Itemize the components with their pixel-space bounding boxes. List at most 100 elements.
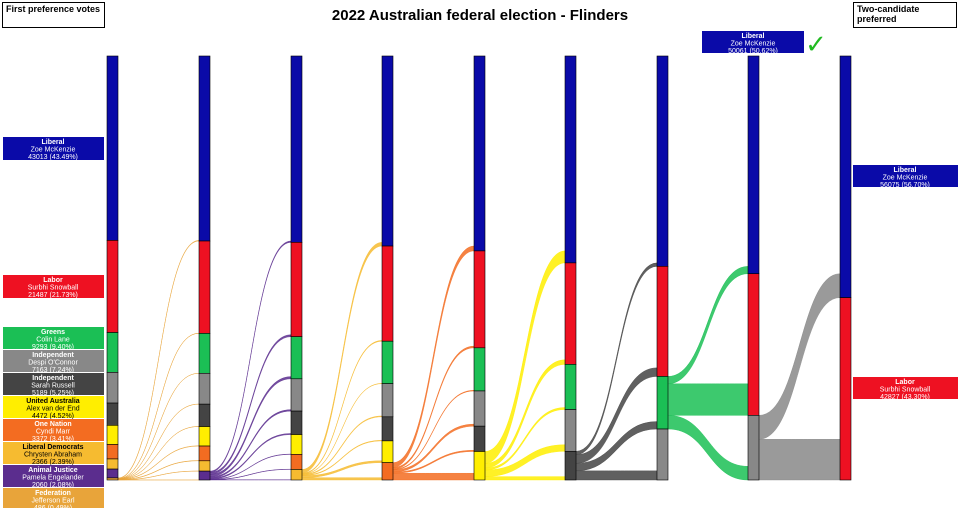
label-text: Zoe McKenzie [31, 147, 76, 154]
column-segment-alp [839, 297, 852, 481]
label-text: 2060 (2.08%) [32, 482, 74, 489]
svg-text:56075 (56.70%): 56075 (56.70%) [880, 182, 930, 189]
transfer-flow [667, 383, 749, 416]
column-segment-grn [290, 336, 303, 380]
transfer-flow [301, 477, 383, 481]
column-segment-ldp [198, 460, 211, 472]
transfer-flow [392, 473, 475, 481]
label-text: Jefferson Earl [31, 498, 75, 505]
svg-text:Surbhi Snowball: Surbhi Snowball [880, 387, 931, 394]
column-segment-grn [564, 364, 577, 410]
label-text: Despi O'Connor [28, 360, 78, 367]
label-text: Liberal Democrats [22, 444, 83, 451]
column-segment-alp [656, 266, 669, 377]
label-text: One Nation [34, 421, 71, 428]
label-text: Independent [32, 375, 74, 382]
two-candidate-preferred-label: Two-candidate preferred [853, 2, 957, 28]
label-text: Alex van der End [26, 406, 79, 413]
winner-check-icon: ✓ [805, 30, 827, 60]
chart-title: 2022 Australian federal election - Flind… [331, 7, 629, 24]
label-text: 9293 (9.40%) [32, 344, 74, 351]
column-segment-lib [106, 55, 119, 241]
column-segment-idr [290, 410, 303, 435]
label-text: Cyndi Marr [36, 429, 71, 436]
column-segment-lib [839, 55, 852, 298]
label-text: Pamela Engelander [22, 475, 84, 482]
label-text: 3372 (3.41%) [32, 436, 74, 443]
column-segment-lib [564, 55, 577, 264]
label-text: Labor [43, 277, 63, 284]
column-segment-alp [473, 250, 486, 349]
column-segment-lib [381, 55, 394, 247]
column-segment-uap [290, 434, 303, 455]
svg-text:50061 (50.62%): 50061 (50.62%) [728, 48, 778, 55]
column-segment-grn [473, 347, 486, 392]
column-segment-alp [381, 245, 394, 342]
column-segment-idr [381, 416, 394, 442]
column-segment-idr [106, 402, 119, 426]
column-segment-alp [106, 240, 119, 333]
svg-text:Zoe McKenzie: Zoe McKenzie [731, 41, 776, 48]
column-segment-ido [564, 409, 577, 452]
column-segment-ajp [198, 470, 211, 481]
column-segment-alp [564, 262, 577, 365]
label-text: 2366 (2.39%) [32, 459, 74, 466]
column-segment-alp [290, 242, 303, 337]
label-text: Federation [35, 490, 71, 497]
column-segment-lib [747, 55, 760, 275]
transfer-flow [758, 439, 841, 481]
column-segment-onp [198, 445, 211, 462]
column-segment-fed [106, 477, 119, 481]
column-segment-ldp [106, 458, 119, 470]
label-text: 486 (0.49%) [34, 505, 72, 509]
column-segment-ajp [106, 468, 119, 479]
svg-text:Zoe McKenzie: Zoe McKenzie [883, 175, 928, 182]
label-text: 7163 (7.24%) [32, 367, 74, 374]
label-text: Sarah Russell [31, 383, 75, 390]
svg-text:Liberal: Liberal [742, 33, 765, 40]
label-text: Chrysten Abraham [24, 452, 82, 459]
label-text: Independent [32, 352, 74, 359]
first-preference-label: First preference votes [2, 2, 105, 28]
label-text: United Australia [26, 398, 80, 405]
label-text: Greens [41, 329, 65, 336]
label-text: 21487 (21.73%) [28, 292, 78, 299]
column-segment-grn [381, 340, 394, 384]
transfer-flow [575, 470, 658, 481]
column-segment-grn [106, 332, 119, 373]
column-segment-onp [290, 454, 303, 470]
column-segment-onp [381, 462, 394, 481]
label-text: Liberal [42, 139, 65, 146]
column-segment-idr [198, 403, 211, 427]
column-segment-ido [656, 428, 669, 481]
column-segment-ldp [290, 469, 303, 481]
column-segment-uap [198, 426, 211, 447]
label-text: 43013 (43.49%) [28, 154, 78, 161]
svg-text:Labor: Labor [895, 379, 915, 386]
label-text: Colin Lane [36, 337, 70, 344]
svg-text:Liberal: Liberal [894, 167, 917, 174]
column-segment-lib [473, 55, 486, 252]
label-text: 4472 (4.52%) [32, 413, 74, 420]
label-text: Animal Justice [28, 467, 78, 474]
column-segment-grn [656, 376, 669, 430]
column-segment-uap [381, 440, 394, 463]
column-segment-idr [564, 450, 577, 481]
label-text: Surbhi Snowball [28, 285, 79, 292]
column-segment-alp [747, 273, 760, 416]
column-segment-idr [473, 425, 486, 452]
column-segment-ido [473, 390, 486, 427]
label-text: 5189 (5.25%) [32, 390, 74, 397]
column-segment-grn [198, 333, 211, 374]
